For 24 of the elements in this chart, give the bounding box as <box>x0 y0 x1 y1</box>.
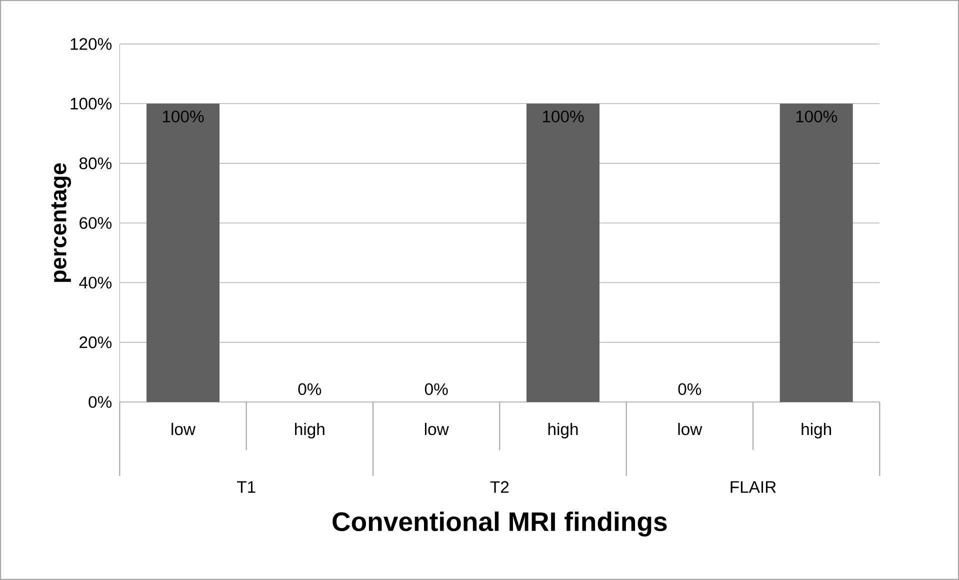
text: FLAIR <box>730 481 776 493</box>
data-label: 100% <box>542 110 584 122</box>
x-tick-label: high <box>548 422 578 438</box>
y-tick-label: 60% <box>80 217 112 229</box>
x-tick-label: high <box>802 422 831 438</box>
y-axis-title: percentage <box>51 163 72 282</box>
y-tick-label: 100% <box>70 98 112 110</box>
data-label: 0% <box>298 383 322 396</box>
y-tick-label: 0% <box>88 396 112 408</box>
text: T2 <box>490 481 509 493</box>
data-label: 0% <box>424 383 448 396</box>
y-tick-label: 40% <box>79 276 112 289</box>
text: T1 <box>236 481 256 493</box>
data-label: 100% <box>162 110 204 122</box>
x-axis-title: Conventional MRI findings <box>332 512 667 537</box>
data-label: 0% <box>678 383 702 396</box>
y-tick-label: 20% <box>80 336 112 348</box>
x-tick-label: low <box>424 422 449 436</box>
data-label: 100% <box>796 110 838 122</box>
y-tick-label: 80% <box>79 157 112 170</box>
x-tick-label: low <box>678 422 702 436</box>
x-tick-label: high <box>295 422 324 438</box>
x-tick-label: low <box>172 422 196 436</box>
y-tick-label: 120% <box>70 38 112 50</box>
